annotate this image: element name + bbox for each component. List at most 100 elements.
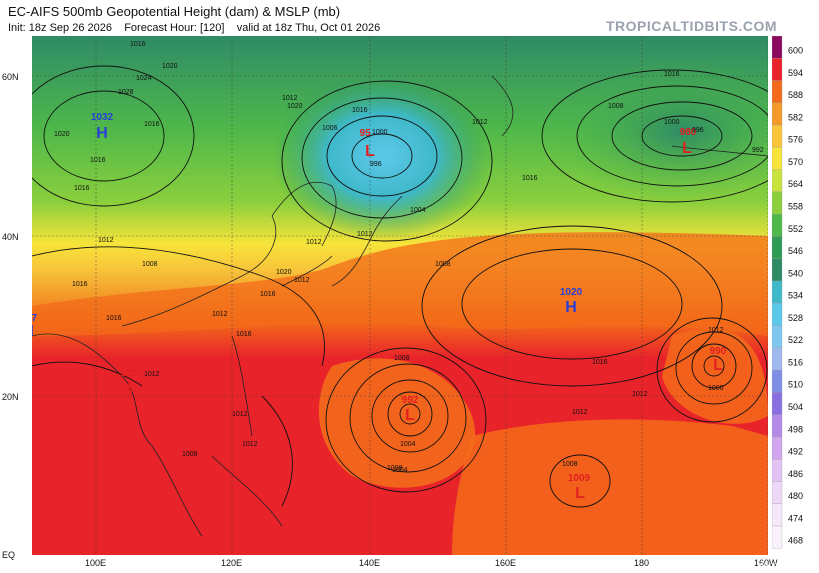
colorbar-label: 570: [788, 157, 803, 167]
isobar-labels: 1016 1020 1024 1028 1016 1012 1020 1016 …: [54, 41, 764, 474]
center-label: 101: [120, 368, 137, 379]
colorbar-swatch: [772, 258, 783, 282]
isobar-label: 1008: [387, 465, 403, 472]
isobar-label: 992: [752, 147, 764, 154]
isobar-label: 1016: [522, 175, 538, 182]
lat-label: 40N: [2, 232, 19, 242]
colorbar-label: 600: [788, 46, 803, 56]
low-marker: L: [575, 485, 585, 502]
isobar-label: 1004: [400, 441, 416, 448]
colorbar-label: 588: [788, 90, 803, 100]
lon-label: 120E: [221, 558, 243, 568]
colorbar-swatch: [772, 414, 783, 438]
isobar-label: 1028: [118, 89, 134, 96]
colorbar-swatch: [772, 369, 783, 393]
colorbar-label: 480: [788, 491, 803, 501]
colorbar-swatch: [772, 481, 783, 504]
brand-logo-text: TROPICALTIDBITS.COM: [605, 18, 777, 34]
isobar-label: 1004: [410, 207, 426, 214]
isobar-label: 1016: [74, 185, 90, 192]
colorbar-swatch: [772, 236, 783, 259]
high-marker: H: [565, 299, 577, 316]
map-title: EC-AIFS 500mb Geopotential Height (dam) …: [8, 4, 341, 19]
colorbar-label: 468: [788, 536, 803, 546]
colorbar-swatch: [772, 124, 783, 148]
isobar-label: 1012: [708, 327, 724, 334]
lat-label: 20N: [2, 392, 19, 402]
colorbar-label: 594: [788, 68, 803, 78]
forecast-hour: Forecast Hour: [120]: [124, 22, 225, 34]
colorbar-swatch: [772, 436, 783, 460]
colorbar-label: 516: [788, 357, 803, 367]
isobar-label: 1012: [212, 311, 228, 318]
isobar-label: 1008: [142, 261, 158, 268]
isobar-label: 1008: [394, 355, 410, 362]
colorbar-label: 558: [788, 202, 803, 212]
high-marker: H: [96, 125, 108, 142]
isobar-label: 1008: [182, 451, 198, 458]
colorbar-swatch: [772, 503, 783, 527]
isobar-label: 1016: [352, 107, 368, 114]
isobar-label: 1012: [357, 231, 373, 238]
weather-map: 1032 H 1027 H 95 L 980 L 1020 H 101 L 99…: [32, 36, 768, 555]
isobar-label: 1000: [372, 129, 388, 136]
isobar-label: 1024: [136, 75, 152, 82]
isobar-label: 1000: [708, 385, 724, 392]
colorbar-label: 510: [788, 380, 803, 390]
isobar-label: 1012: [232, 411, 248, 418]
colorbar-swatch: [772, 214, 783, 237]
isobar-label: 1016: [592, 359, 608, 366]
colorbar-swatch: [772, 459, 783, 482]
pressure-centers: 1032 H 1027 H 95 L 980 L 1020 H 101 L 99…: [32, 112, 727, 502]
low-marker: L: [713, 357, 723, 374]
isobar-label: 1020: [54, 131, 70, 138]
isobar-label: 1006: [322, 125, 338, 132]
init-time: Init: 18z Sep 26 2026: [8, 22, 112, 34]
lon-label: 100E: [85, 558, 107, 568]
isobar-label: 1012: [294, 277, 310, 284]
colorbar-label: 504: [788, 402, 803, 412]
colorbar-label: 576: [788, 135, 803, 145]
colorbar-label: 528: [788, 313, 803, 323]
center-label: 95: [359, 128, 371, 139]
isobar-label: 1016: [260, 291, 276, 298]
valid-time: valid at 18z Thu, Oct 01 2026: [236, 22, 381, 34]
lat-label: 60N: [2, 72, 19, 82]
isobar-label: 1004: [392, 467, 408, 474]
isobar-label: 996: [692, 127, 704, 134]
colorbar-label: 486: [788, 469, 803, 479]
colorbar-swatch: [772, 58, 783, 81]
center-label: 990: [710, 346, 727, 357]
colorbar-swatch: [772, 325, 783, 348]
colorbar: 600 594 588 582 576 570 564 558 552 546 540 534 528 5…: [772, 36, 803, 549]
lon-label: 160W: [754, 558, 778, 568]
colorbar-swatch: [772, 36, 783, 59]
colorbar-label: 492: [788, 447, 803, 457]
colorbar-label: 474: [788, 513, 803, 523]
lon-label: 140E: [359, 558, 381, 568]
isobar-label: 1008: [608, 103, 624, 110]
colorbar-label: 534: [788, 291, 803, 301]
colorbar-swatch: [772, 169, 783, 193]
isobar-label: 1012: [306, 239, 322, 246]
isobar-label: 1016: [664, 71, 680, 78]
isobar-label: 1020: [287, 103, 303, 110]
isobar-label: 1008: [435, 261, 451, 268]
center-label: 992: [402, 395, 419, 406]
isobar-label: 1012: [472, 119, 488, 126]
isobar-label: 1020: [276, 269, 292, 276]
colorbar-swatch: [772, 102, 783, 126]
isobar-label: 1020: [162, 63, 178, 70]
isobar-label: 1008: [562, 461, 578, 468]
isobar-label: 1016: [72, 281, 88, 288]
lon-label: 180: [634, 558, 650, 568]
center-label: 1027: [32, 313, 38, 324]
map-subtitle: Init: 18z Sep 26 2026 Forecast Hour: [12…: [8, 22, 380, 34]
isobar-label: 1012: [98, 237, 114, 244]
colorbar-swatch: [772, 280, 783, 304]
colorbar-label: 582: [788, 112, 803, 122]
cold-low-region: [272, 71, 492, 241]
isobar-label: 1016: [106, 315, 122, 322]
colorbar-label: 552: [788, 224, 803, 234]
isobar-label: 1012: [144, 371, 160, 378]
